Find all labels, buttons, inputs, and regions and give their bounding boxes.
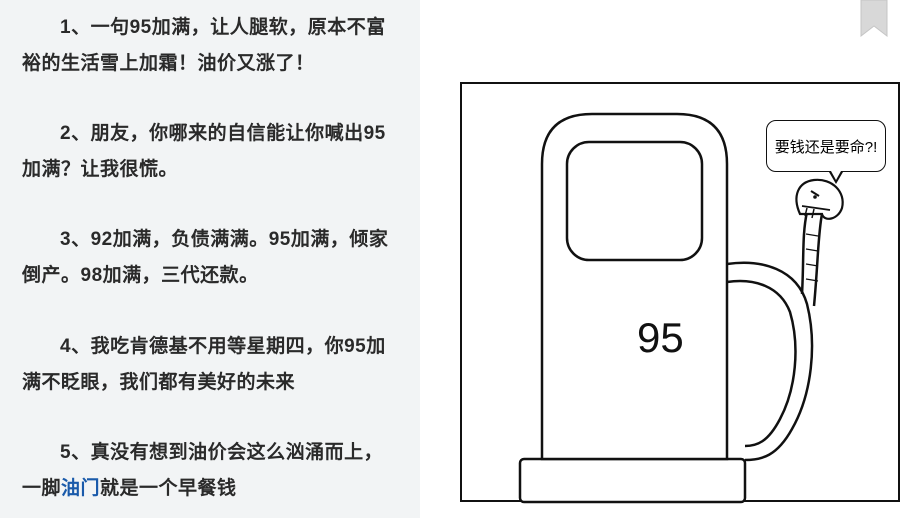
- paragraph-1: 1、一句95加满，让人腿软，原本不富裕的生活雪上加霜！油价又涨了！: [22, 10, 402, 82]
- paragraph-5: 5、真没有想到油价会这么汹涌而上，一脚油门就是一个早餐钱: [22, 435, 402, 507]
- paragraph-3: 3、92加满，负债满满。95加满，倾家倒产。98加满，三代还款。: [22, 222, 402, 294]
- para-prefix: 3、: [60, 229, 91, 250]
- paragraph-2: 2、朋友，你哪来的自信能让你喊出95加满？让我很慌。: [22, 116, 402, 188]
- para-text-after: 就是一个早餐钱: [100, 478, 237, 499]
- link-oil-throttle[interactable]: 油门: [61, 478, 100, 499]
- para-prefix: 1、: [60, 17, 91, 38]
- para-prefix: 4、: [60, 336, 91, 357]
- speech-bubble-tail: [829, 172, 843, 184]
- speech-text: 要钱还是要命?!: [775, 136, 878, 157]
- illustration-panel: 要钱还是要命?! 95: [460, 82, 900, 502]
- pump-number-label: 95: [637, 314, 684, 362]
- article-panel: 1、一句95加满，让人腿软，原本不富裕的生活雪上加霜！油价又涨了！ 2、朋友，你…: [0, 0, 420, 518]
- paragraph-4: 4、我吃肯德基不用等星期四，你95加满不眨眼，我们都有美好的未来: [22, 329, 402, 401]
- speech-bubble: 要钱还是要命?!: [766, 120, 886, 172]
- bookmark-icon[interactable]: [860, 0, 888, 38]
- para-prefix: 5、: [60, 442, 91, 463]
- para-prefix: 2、: [60, 123, 91, 144]
